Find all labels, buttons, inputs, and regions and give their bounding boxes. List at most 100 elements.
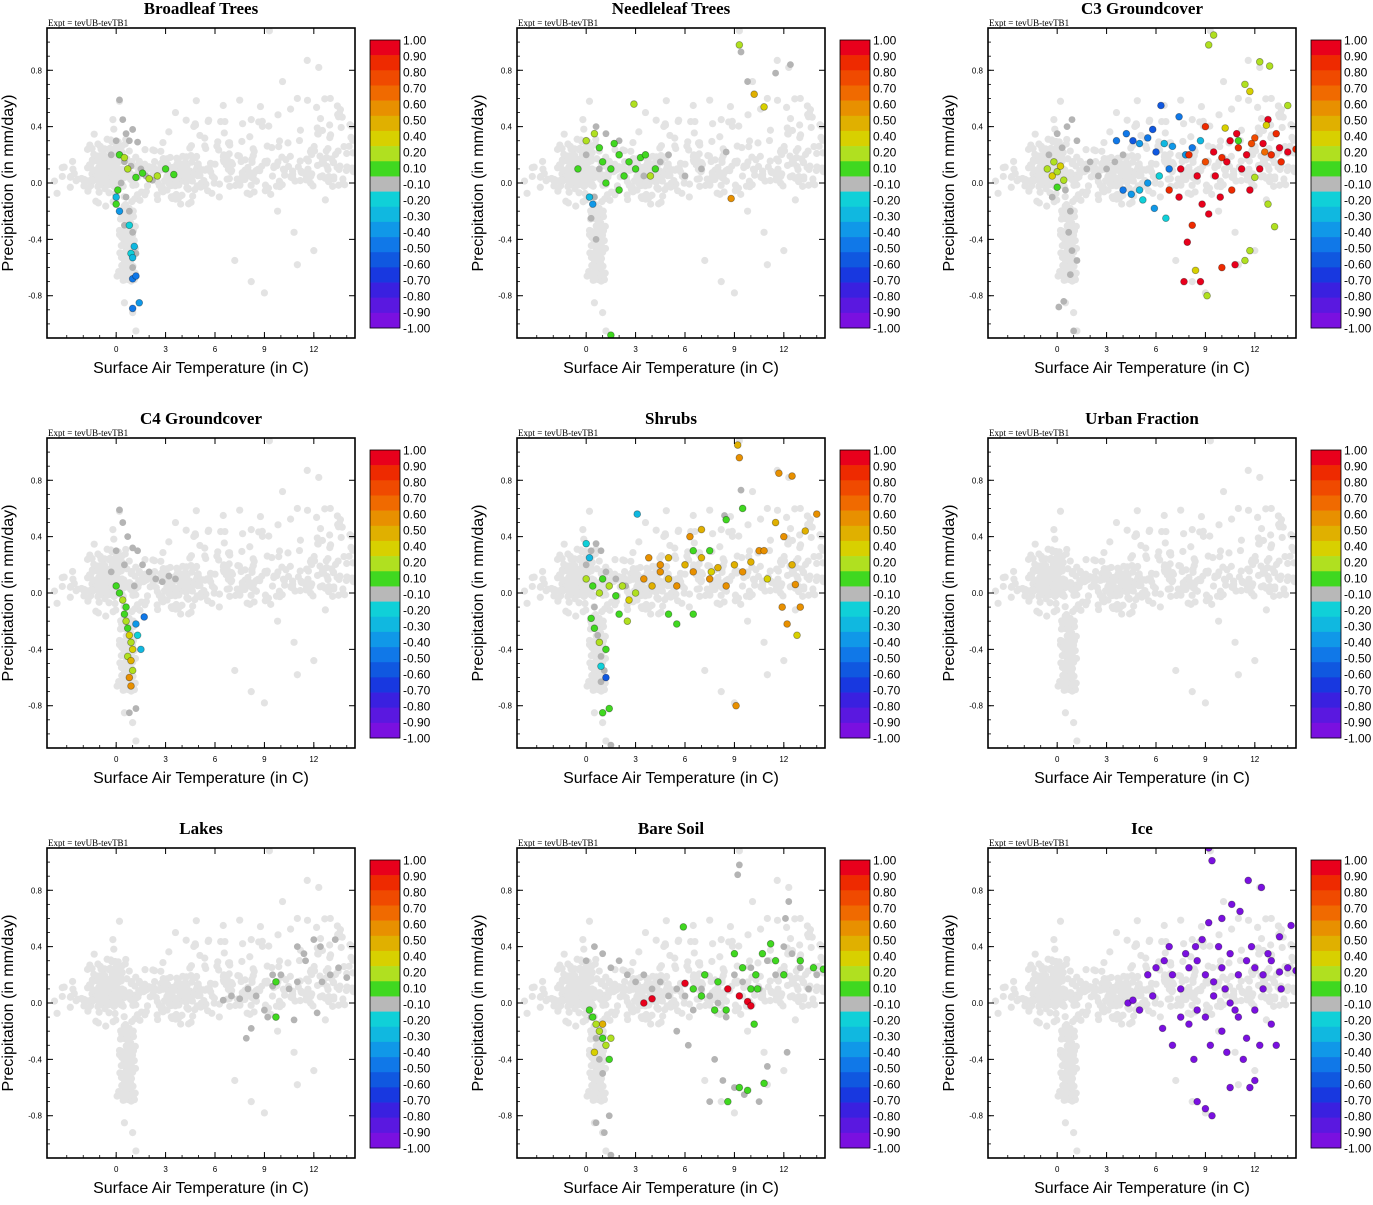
colorbar-swatch — [840, 192, 870, 207]
background-point — [1097, 592, 1104, 599]
x-tick-label: 12 — [779, 345, 788, 354]
colorbar-label: -0.60 — [403, 258, 431, 272]
background-point — [141, 146, 148, 153]
background-point — [539, 568, 546, 575]
x-tick-label: 0 — [114, 345, 119, 354]
data-point — [1202, 123, 1209, 130]
background-point — [193, 507, 200, 514]
background-point — [157, 148, 164, 155]
data-point — [665, 576, 672, 583]
background-point — [1198, 103, 1205, 110]
background-point — [1220, 78, 1227, 85]
neutral-point — [583, 151, 590, 158]
background-point — [216, 193, 223, 200]
neutral-point — [119, 116, 126, 123]
data-point — [129, 667, 136, 674]
background-point — [1135, 592, 1142, 599]
background-point — [725, 528, 732, 535]
background-point — [635, 128, 642, 135]
background-point — [335, 166, 342, 173]
background-point — [179, 160, 186, 167]
colorbar-label: 0.90 — [873, 50, 897, 64]
background-point — [194, 170, 201, 177]
background-point — [671, 142, 678, 149]
background-point — [121, 679, 128, 686]
background-point — [587, 180, 594, 187]
neutral-point — [1067, 271, 1074, 278]
neutral-point — [146, 568, 153, 575]
background-point — [88, 555, 95, 562]
colorbar: 1.000.900.800.700.600.500.400.200.10-0.1… — [370, 444, 431, 746]
y-tick-label: -0.4 — [28, 645, 42, 654]
data-point — [1205, 211, 1212, 218]
colorbar-label: -0.40 — [873, 226, 901, 240]
background-point — [215, 556, 222, 563]
background-point — [290, 229, 297, 236]
background-point — [91, 541, 98, 548]
colorbar-label: 0.80 — [1344, 66, 1368, 80]
colorbar-label: 0.50 — [873, 114, 897, 128]
background-point — [1062, 603, 1069, 610]
background-point — [805, 147, 812, 154]
colorbar-swatch — [840, 723, 870, 738]
background-point — [327, 131, 334, 138]
background-point — [116, 659, 123, 666]
background-point — [643, 601, 650, 608]
data-point — [723, 516, 730, 523]
background-point — [629, 549, 636, 556]
data-point — [1243, 151, 1250, 158]
background-point — [718, 174, 725, 181]
x-tick-label: 9 — [732, 755, 737, 764]
panel-title: Urban Fraction — [1085, 409, 1199, 428]
colorbar-label: -0.30 — [403, 620, 431, 634]
data-point — [1276, 144, 1283, 151]
background-point — [97, 146, 104, 153]
background-point — [338, 124, 345, 131]
background-point — [108, 173, 115, 180]
background-point — [1029, 555, 1036, 562]
background-point — [764, 95, 771, 102]
background-point — [773, 155, 780, 162]
background-point — [284, 139, 291, 146]
background-point — [274, 618, 281, 625]
colorbar-swatch — [840, 55, 870, 70]
colorbar-swatch — [840, 586, 870, 601]
background-point — [1112, 174, 1119, 181]
background-point — [597, 260, 604, 267]
background-point — [1276, 557, 1283, 564]
background-point — [674, 597, 681, 604]
colorbar-swatch — [840, 70, 870, 85]
data-point — [1217, 194, 1224, 201]
colorbar-label: -0.10 — [873, 588, 901, 602]
background-point — [694, 586, 701, 593]
data-point — [665, 611, 672, 618]
y-tick-label: -0.8 — [498, 292, 512, 301]
neutral-point — [1120, 151, 1127, 158]
neutral-point — [588, 215, 595, 222]
background-point — [236, 507, 243, 514]
background-point — [567, 556, 574, 563]
background-point — [183, 527, 190, 534]
background-point — [597, 225, 604, 232]
background-point — [1075, 191, 1082, 198]
background-point — [734, 143, 741, 150]
background-point — [709, 530, 716, 537]
background-point — [627, 148, 634, 155]
background-point — [748, 154, 755, 161]
background-point — [760, 639, 767, 646]
background-point — [659, 602, 666, 609]
neutral-point — [1087, 158, 1094, 165]
data-point — [1256, 166, 1263, 173]
background-point — [177, 167, 184, 174]
data-point — [761, 547, 768, 554]
background-point — [807, 106, 814, 113]
colorbar-swatch — [840, 161, 870, 176]
y-tick-label: 0.0 — [31, 589, 43, 598]
background-point — [189, 602, 196, 609]
x-tick-label: 9 — [732, 345, 737, 354]
background-point — [1215, 111, 1222, 118]
background-point — [310, 657, 317, 664]
data-point — [1161, 140, 1168, 147]
neutral-point — [598, 547, 605, 554]
neutral-point — [744, 78, 751, 85]
